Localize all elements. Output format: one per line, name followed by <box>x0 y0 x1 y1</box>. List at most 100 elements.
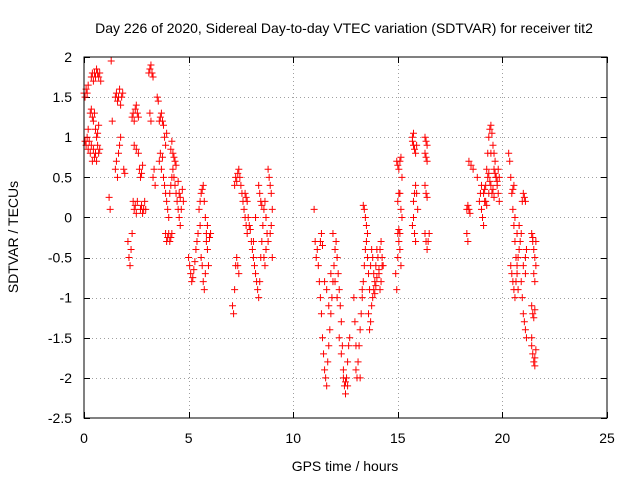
data-point <box>421 133 429 141</box>
data-point <box>321 278 329 286</box>
data-point <box>532 262 540 270</box>
data-point <box>351 318 359 326</box>
data-point <box>324 358 332 366</box>
data-point <box>423 246 431 254</box>
data-point <box>494 165 502 173</box>
data-point <box>323 382 331 390</box>
data-point <box>257 197 265 205</box>
data-point <box>495 197 503 205</box>
data-point <box>326 326 334 334</box>
data-point <box>111 165 119 173</box>
data-point <box>171 157 179 165</box>
data-point <box>242 193 250 201</box>
data-point <box>162 141 170 149</box>
data-point <box>176 221 184 229</box>
data-point <box>345 342 353 350</box>
data-point <box>254 286 262 294</box>
data-point <box>394 161 402 169</box>
data-point <box>511 294 519 302</box>
data-point <box>234 262 242 270</box>
data-point <box>166 189 174 197</box>
data-point <box>377 238 385 246</box>
plot-frame <box>83 56 608 419</box>
data-point <box>335 286 343 294</box>
data-point <box>480 221 488 229</box>
data-point <box>130 117 138 125</box>
data-point <box>365 310 373 318</box>
data-point <box>229 302 237 310</box>
data-point <box>159 121 167 129</box>
data-point <box>196 221 204 229</box>
grid-lines <box>84 57 607 418</box>
data-point <box>168 137 176 145</box>
data-point <box>483 165 491 173</box>
data-point <box>266 229 274 237</box>
data-point <box>168 229 176 237</box>
data-point <box>465 157 473 165</box>
data-point <box>412 149 420 157</box>
data-point <box>136 173 144 181</box>
data-point <box>329 229 337 237</box>
x-tick-labels: 0 5 10 15 20 25 <box>80 430 615 446</box>
data-point <box>158 153 166 161</box>
data-point <box>513 229 521 237</box>
data-point <box>89 145 97 153</box>
data-point <box>521 254 529 262</box>
data-point <box>258 201 266 209</box>
data-point <box>124 238 132 246</box>
data-point <box>89 77 97 85</box>
data-point <box>370 286 378 294</box>
data-point <box>312 254 320 262</box>
data-point <box>350 294 358 302</box>
data-point <box>166 238 174 246</box>
data-point <box>199 181 207 189</box>
data-point <box>532 238 540 246</box>
data-point <box>132 145 140 153</box>
data-point <box>518 294 526 302</box>
data-point <box>473 173 481 181</box>
data-point <box>359 278 367 286</box>
data-point <box>139 209 147 217</box>
data-point <box>134 113 142 121</box>
data-point <box>169 165 177 173</box>
data-point <box>531 306 539 314</box>
data-point <box>412 238 420 246</box>
x-tick-label: 15 <box>390 430 406 446</box>
data-point <box>522 246 530 254</box>
data-point <box>411 145 419 153</box>
data-point <box>507 173 515 181</box>
data-point <box>424 238 432 246</box>
data-point <box>121 169 129 177</box>
y-tick-label: -1 <box>60 290 73 306</box>
data-point <box>371 290 379 298</box>
data-point <box>521 326 529 334</box>
data-point <box>233 254 241 262</box>
data-point <box>425 229 433 237</box>
data-point <box>133 109 141 117</box>
data-point <box>105 193 113 201</box>
data-point <box>151 181 159 189</box>
data-point <box>395 165 403 173</box>
data-point <box>414 205 422 213</box>
data-point <box>378 254 386 262</box>
data-point <box>529 310 537 318</box>
data-point <box>170 153 178 161</box>
data-point <box>161 181 169 189</box>
data-point <box>360 262 368 270</box>
data-point <box>260 254 268 262</box>
data-point <box>344 382 352 390</box>
data-point <box>241 189 249 197</box>
data-point <box>358 294 366 302</box>
data-point <box>139 161 147 169</box>
data-point <box>97 77 105 85</box>
data-point <box>107 57 115 65</box>
data-point <box>163 197 171 205</box>
data-point <box>519 262 527 270</box>
data-point <box>149 173 157 181</box>
data-point <box>477 205 485 213</box>
data-point <box>190 266 198 274</box>
data-point <box>165 213 173 221</box>
data-point <box>467 161 475 169</box>
data-point <box>330 262 338 270</box>
data-point <box>141 197 149 205</box>
